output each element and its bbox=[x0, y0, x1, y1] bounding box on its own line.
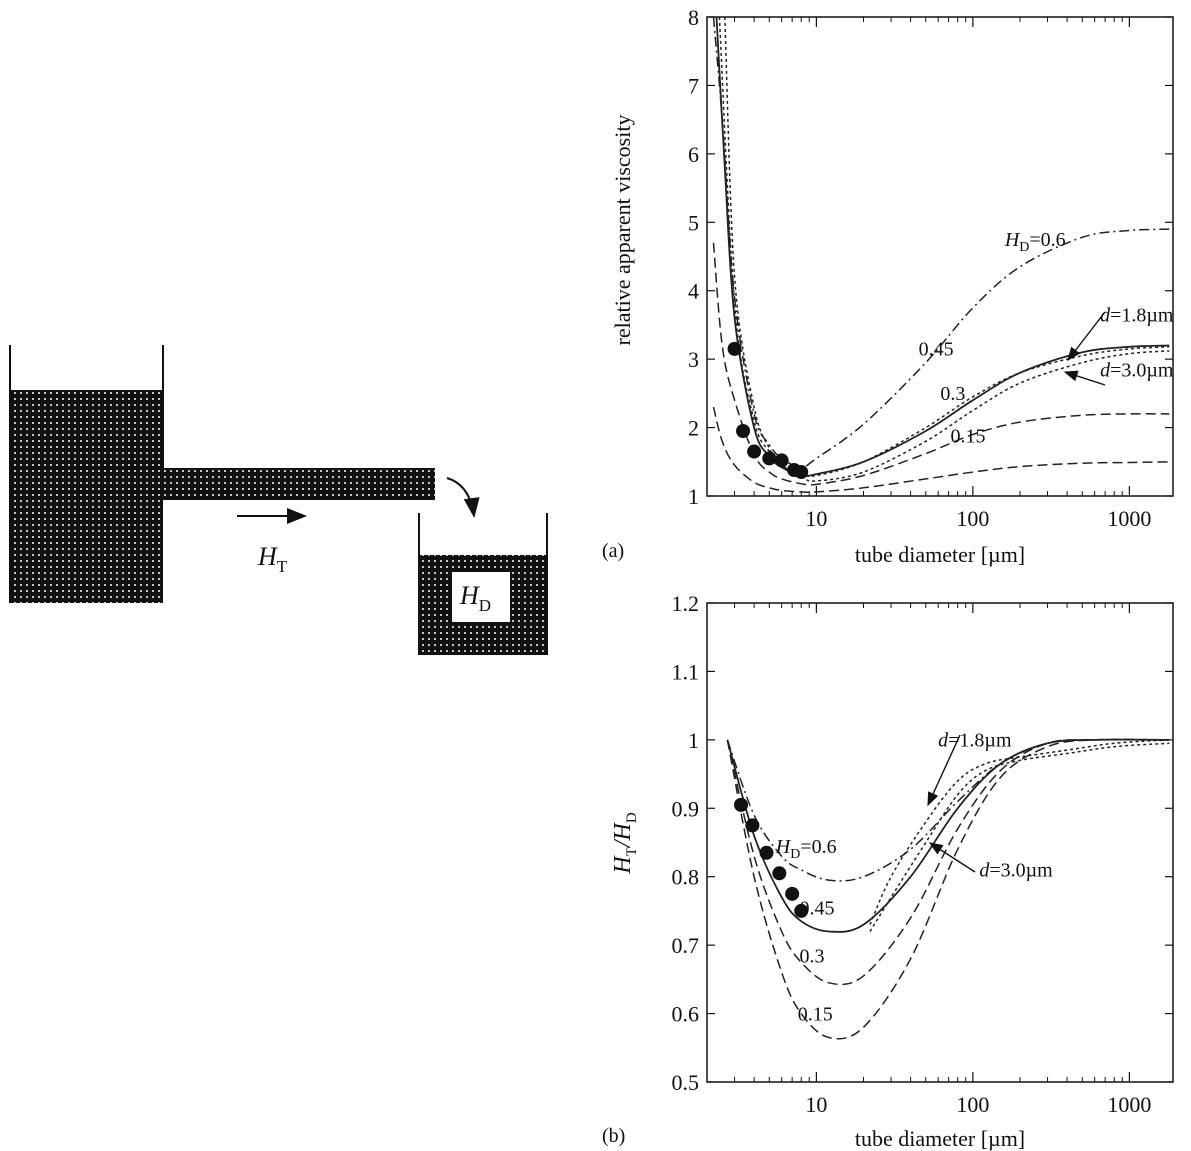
hematocrit-x-tick-label: 10 bbox=[805, 1092, 827, 1117]
hematocrit-data-point bbox=[772, 866, 787, 881]
hematocrit-curve-label: 0.3 bbox=[799, 945, 824, 967]
hematocrit-x-tick-label: 1000 bbox=[1107, 1092, 1151, 1117]
viscosity-y-tick-label: 5 bbox=[688, 210, 699, 235]
hematocrit-series-line bbox=[869, 739, 1170, 925]
hematocrit-data-point bbox=[734, 797, 749, 812]
hematocrit-plot-frame bbox=[706, 602, 1174, 1083]
hematocrit-series-line bbox=[726, 738, 1170, 933]
hematocrit-curve-label: 0.45 bbox=[799, 897, 834, 919]
outflow-arrow bbox=[446, 477, 480, 518]
hematocrit-data-point bbox=[759, 845, 774, 860]
viscosity-series bbox=[712, 17, 1170, 494]
viscosity-data-point bbox=[794, 465, 809, 480]
hematocrit-series-line bbox=[726, 738, 1170, 986]
hematocrit-ratio-chart: 0.5 0.6 0.7 0.8 0.9 1 1.1 1.2 10 100 1000 d=1.8µm H… bbox=[602, 591, 1174, 1151]
panel-b-label: (b) bbox=[602, 1125, 625, 1147]
hematocrit-y-tick-label: 0.5 bbox=[672, 1070, 700, 1095]
hematocrit-y-tick-label: 1 bbox=[688, 728, 699, 753]
viscosity-data-points bbox=[727, 341, 809, 480]
viscosity-y-tick-label: 6 bbox=[688, 142, 699, 167]
panel-a-label: (a) bbox=[602, 540, 624, 562]
source-reservoir-fluid bbox=[10, 390, 163, 603]
viscosity-data-point bbox=[762, 451, 777, 466]
viscosity-series-line bbox=[712, 406, 1170, 494]
viscosity-data-point bbox=[727, 341, 742, 356]
hematocrit-curve-label: HD=0.6 bbox=[775, 836, 837, 862]
viscosity-curve-label: 0.45 bbox=[919, 339, 954, 361]
hematocrit-data-points bbox=[734, 797, 809, 918]
viscosity-ticks: 1 2 3 4 5 6 7 8 10 100 1000 bbox=[688, 5, 1173, 531]
hematocrit-series bbox=[726, 738, 1170, 1040]
viscosity-data-point bbox=[736, 423, 751, 438]
hd-label-box bbox=[452, 572, 510, 622]
viscosity-curve-label: d=1.8µm bbox=[1100, 305, 1174, 327]
viscosity-chart: 1 2 3 4 5 6 7 8 10 100 1000 HD=0.6 0.45 d=1.8µm d=3.0… bbox=[602, 5, 1174, 567]
viscosity-curve-label: HD=0.6 bbox=[1004, 229, 1066, 255]
viscosity-pointer-arrow bbox=[1067, 311, 1106, 362]
viscosity-series-line bbox=[718, 17, 1170, 478]
hematocrit-y-tick-label: 0.7 bbox=[672, 933, 700, 958]
hematocrit-y-tick-label: 0.6 bbox=[672, 1002, 700, 1027]
viscosity-y-tick-label: 1 bbox=[688, 484, 699, 509]
ht-label: HT bbox=[257, 542, 288, 576]
hematocrit-pointer-arrow bbox=[928, 842, 976, 873]
hematocrit-y-tick-label: 1.1 bbox=[672, 659, 700, 684]
hematocrit-y-tick-label: 0.8 bbox=[672, 865, 700, 890]
viscosity-x-axis-label: tube diameter [µm] bbox=[855, 542, 1025, 567]
viscosity-plot-frame bbox=[706, 16, 1174, 497]
hematocrit-annotations: d=1.8µm HD=0.6 d=3.0µm 0.45 0.3 0.15 bbox=[775, 730, 1053, 1026]
hematocrit-x-tick-label: 100 bbox=[956, 1092, 989, 1117]
viscosity-data-point bbox=[774, 453, 789, 468]
viscosity-series-line bbox=[712, 17, 1170, 469]
viscosity-series-line bbox=[715, 17, 1170, 478]
hematocrit-curve-label: d=3.0µm bbox=[979, 860, 1053, 882]
feed-tube bbox=[163, 468, 435, 500]
viscosity-curve-label: 0.15 bbox=[951, 426, 986, 448]
viscosity-series-line bbox=[724, 17, 1170, 482]
hematocrit-curve-label: 0.15 bbox=[798, 1003, 833, 1025]
hematocrit-ticks: 0.5 0.6 0.7 0.8 0.9 1 1.1 1.2 10 100 1000 bbox=[672, 591, 1173, 1117]
viscosity-curve-label: 0.3 bbox=[940, 383, 965, 405]
viscosity-x-tick-label: 10 bbox=[805, 506, 827, 531]
viscosity-annotations: HD=0.6 0.45 d=1.8µm d=3.0µm 0.3 0.15 bbox=[919, 229, 1174, 447]
hematocrit-y-axis-label: HT/HD bbox=[610, 812, 640, 875]
viscosity-x-tick-label: 100 bbox=[956, 506, 989, 531]
viscosity-y-tick-label: 4 bbox=[688, 279, 699, 304]
reservoir-diagram: HT HD bbox=[9, 345, 548, 655]
hematocrit-series-line bbox=[869, 742, 1170, 932]
viscosity-curve-label: d=3.0µm bbox=[1100, 359, 1174, 381]
hematocrit-data-point bbox=[794, 903, 809, 918]
viscosity-y-tick-label: 7 bbox=[688, 73, 699, 98]
viscosity-y-tick-label: 8 bbox=[688, 5, 699, 30]
viscosity-y-tick-label: 2 bbox=[688, 416, 699, 441]
viscosity-data-point bbox=[747, 444, 762, 459]
hematocrit-series-line bbox=[726, 738, 1170, 1040]
hematocrit-x-axis-label: tube diameter [µm] bbox=[855, 1126, 1025, 1151]
hematocrit-data-point bbox=[785, 886, 800, 901]
viscosity-series-line bbox=[712, 242, 1170, 486]
hematocrit-y-tick-label: 1.2 bbox=[672, 591, 700, 616]
viscosity-y-axis-label: relative apparent viscosity bbox=[610, 115, 635, 346]
hematocrit-data-point bbox=[745, 818, 760, 833]
viscosity-x-tick-label: 1000 bbox=[1107, 506, 1151, 531]
hematocrit-pointer-arrow bbox=[927, 734, 961, 807]
hematocrit-y-tick-label: 0.9 bbox=[672, 796, 700, 821]
hd-label: HD bbox=[459, 581, 491, 615]
hematocrit-curve-label: d=1.8µm bbox=[938, 730, 1012, 752]
viscosity-y-tick-label: 3 bbox=[688, 347, 699, 372]
viscosity-pointer-arrow bbox=[1063, 370, 1106, 386]
